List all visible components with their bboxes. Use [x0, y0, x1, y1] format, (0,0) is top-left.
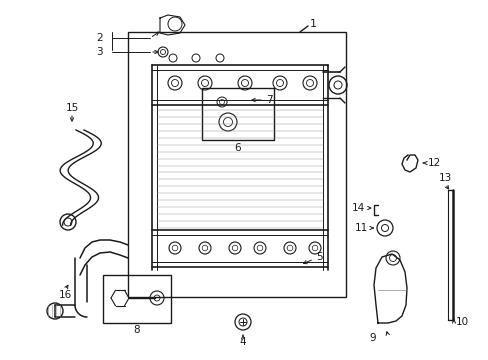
- Text: 10: 10: [455, 317, 468, 327]
- Text: 2: 2: [96, 33, 103, 43]
- Text: 1: 1: [309, 19, 316, 29]
- Text: 3: 3: [96, 47, 103, 57]
- Text: 8: 8: [133, 325, 140, 335]
- Text: 15: 15: [65, 103, 79, 113]
- Text: 5: 5: [315, 252, 322, 262]
- Text: 7: 7: [265, 95, 272, 105]
- Text: 11: 11: [354, 223, 367, 233]
- Text: 16: 16: [58, 290, 71, 300]
- Text: 4: 4: [239, 337, 246, 347]
- Bar: [103, 275, 171, 323]
- Text: 6: 6: [234, 143, 241, 153]
- Bar: [128, 32, 346, 297]
- Text: 13: 13: [437, 173, 451, 183]
- Text: 9: 9: [369, 333, 376, 343]
- Text: 14: 14: [351, 203, 364, 213]
- Text: 12: 12: [427, 158, 440, 168]
- Bar: [202, 88, 273, 140]
